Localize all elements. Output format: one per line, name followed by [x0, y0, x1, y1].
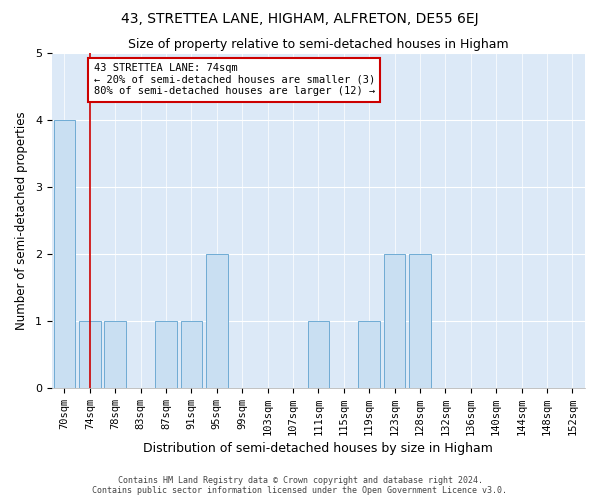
Bar	[181, 321, 202, 388]
Bar	[104, 321, 126, 388]
Title: Size of property relative to semi-detached houses in Higham: Size of property relative to semi-detach…	[128, 38, 509, 51]
X-axis label: Distribution of semi-detached houses by size in Higham: Distribution of semi-detached houses by …	[143, 442, 493, 455]
Bar	[206, 254, 227, 388]
Bar	[53, 120, 75, 388]
Bar	[155, 321, 177, 388]
Bar	[308, 321, 329, 388]
Text: 43, STRETTEA LANE, HIGHAM, ALFRETON, DE55 6EJ: 43, STRETTEA LANE, HIGHAM, ALFRETON, DE5…	[121, 12, 479, 26]
Bar	[384, 254, 406, 388]
Text: Contains HM Land Registry data © Crown copyright and database right 2024.
Contai: Contains HM Land Registry data © Crown c…	[92, 476, 508, 495]
Bar	[409, 254, 431, 388]
Bar	[358, 321, 380, 388]
Bar	[79, 321, 101, 388]
Y-axis label: Number of semi-detached properties: Number of semi-detached properties	[15, 111, 28, 330]
Text: 43 STRETTEA LANE: 74sqm
← 20% of semi-detached houses are smaller (3)
80% of sem: 43 STRETTEA LANE: 74sqm ← 20% of semi-de…	[94, 63, 375, 96]
